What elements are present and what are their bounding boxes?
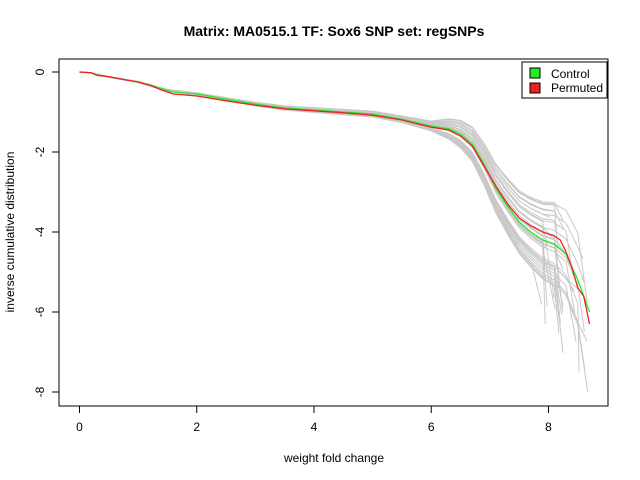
series-line-permuted <box>79 71 591 325</box>
y-tick-label: 0 <box>33 68 47 75</box>
main-series-group <box>79 71 591 325</box>
legend-swatch-control <box>529 67 541 79</box>
x-tick-label: 0 <box>76 420 83 434</box>
y-tick-label: -8 <box>33 386 47 397</box>
y-tick-label: -2 <box>33 146 47 157</box>
y-tick-label: -6 <box>33 306 47 317</box>
legend-swatch-permuted <box>529 82 541 94</box>
x-tick-label: 8 <box>545 420 552 434</box>
x-tick-label: 2 <box>193 420 200 434</box>
x-axis-label: weight fold change <box>283 451 384 465</box>
chart-title: Matrix: MA0515.1 TF: Sox6 SNP set: regSN… <box>184 23 485 39</box>
y-axis: 0 -2 -4 -6 -8 <box>33 68 60 397</box>
legend-label-permuted: Permuted <box>551 81 603 95</box>
y-tick-label: -4 <box>33 226 47 237</box>
legend: Control Permuted <box>521 61 608 99</box>
legend-label-control: Control <box>551 67 590 81</box>
x-tick-label: 4 <box>311 420 318 434</box>
y-axis-label: inverse cumulative distribution <box>3 152 17 313</box>
x-tick-label: 6 <box>428 420 435 434</box>
x-axis: 0 2 4 6 8 <box>76 405 552 434</box>
background-series-line <box>79 71 584 259</box>
